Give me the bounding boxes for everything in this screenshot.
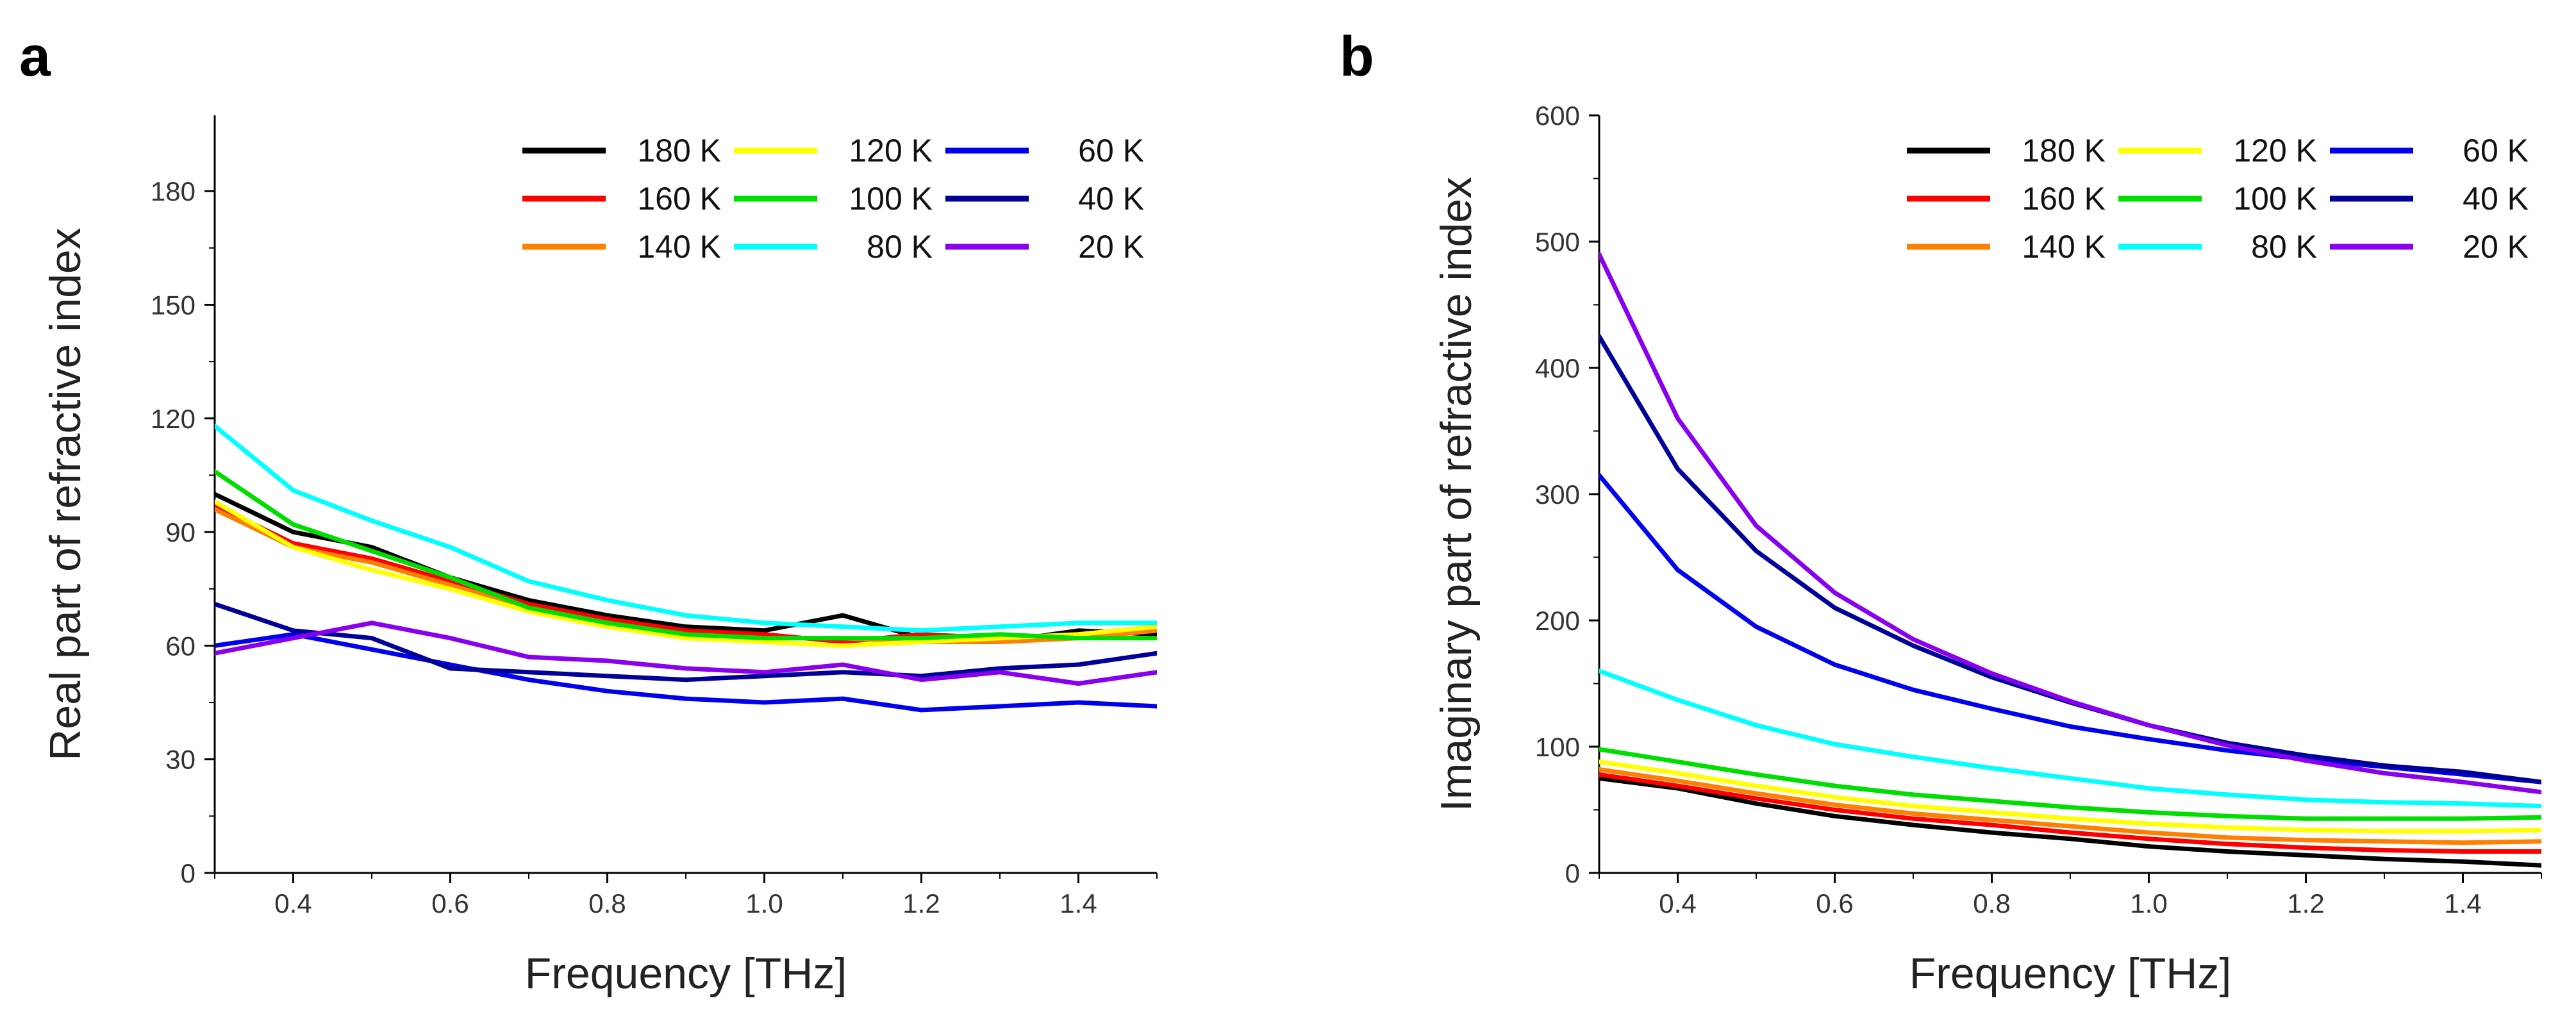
- y-tick-label: 400: [1535, 353, 1580, 383]
- legend-label: 160 K: [637, 181, 721, 217]
- x-tick-label: 1.2: [902, 888, 940, 918]
- series-line-140k: [215, 507, 1157, 644]
- legend-label: 160 K: [2022, 181, 2106, 217]
- y-tick-label: 0: [1565, 858, 1580, 888]
- y-tick-label: 0: [181, 858, 195, 888]
- series-line-180k: [1599, 776, 2541, 868]
- legend-label: 180 K: [637, 133, 721, 169]
- y-tick-label: 200: [1535, 606, 1580, 636]
- y-axis-title: Imaginary part of refractive index: [1432, 177, 1481, 811]
- legend-label: 140 K: [637, 229, 721, 265]
- y-tick-label: 90: [165, 517, 195, 547]
- x-axis-title: Frequency [THz]: [1909, 949, 2232, 998]
- x-tick-label: 0.8: [588, 888, 626, 918]
- legend-label: 60 K: [2463, 133, 2529, 169]
- legend-label: 20 K: [2463, 229, 2529, 265]
- legend-label: 140 K: [2022, 229, 2106, 265]
- series-line-80k: [1599, 668, 2541, 809]
- y-tick-label: 100: [1535, 732, 1580, 762]
- series-group: [1599, 252, 2541, 868]
- series-line-120k: [215, 499, 1157, 648]
- series-line-40k: [1599, 334, 2541, 784]
- y-tick-label: 60: [165, 631, 195, 661]
- legend-label: 40 K: [2463, 181, 2529, 217]
- series-line-20k: [1599, 252, 2541, 795]
- legend-label: 60 K: [1078, 133, 1144, 169]
- y-axis-title: Real part of refractive index: [41, 228, 90, 761]
- y-tick-label: 150: [151, 290, 195, 320]
- y-tick-label: 500: [1535, 227, 1580, 257]
- x-tick-label: 1.4: [1059, 888, 1097, 918]
- series-line-160k: [1599, 772, 2541, 854]
- legend-label: 120 K: [2233, 133, 2317, 169]
- legend: 180 K 160 K 140 K 120 K 100 K 80 K 60 K 40 K 20 …: [1907, 133, 2529, 265]
- x-tick-label: 0.4: [274, 888, 312, 918]
- legend-label: 100 K: [2233, 181, 2317, 217]
- y-tick-label: 180: [151, 176, 195, 206]
- legend-label: 100 K: [849, 181, 933, 217]
- legend-label: 20 K: [1078, 229, 1144, 265]
- legend: 180 K 160 K 140 K 120 K 100 K 80 K 60 K 40 K 20 …: [522, 133, 1144, 265]
- legend-label: 180 K: [2022, 133, 2106, 169]
- legend-label: 80 K: [2251, 229, 2317, 265]
- series-line-100k: [1599, 747, 2541, 821]
- chart-panel-b: b 0.4 0.6 0.8 1.0 1.2 1.4 0 100 200 300 400 500 600 Fr…: [1340, 24, 2542, 998]
- y-tick-label: 300: [1535, 479, 1580, 510]
- series-line-140k: [1599, 767, 2541, 845]
- series-line-40k: [215, 601, 1157, 683]
- y-tick-label: 120: [151, 404, 195, 434]
- x-tick-label: 0.6: [1816, 888, 1853, 918]
- x-tick-label: 0.6: [431, 888, 469, 918]
- series-line-60k: [215, 632, 1157, 713]
- x-tick-label: 1.0: [2130, 888, 2167, 918]
- series-line-60k: [1599, 472, 2541, 784]
- series-group: [215, 424, 1157, 713]
- x-tick-label: 1.0: [745, 888, 783, 918]
- series-line-100k: [215, 469, 1157, 641]
- series-line-20k: [215, 620, 1157, 686]
- x-tick-label: 1.4: [2444, 888, 2481, 918]
- x-tick-label: 0.8: [1973, 888, 2010, 918]
- panel-label: b: [1340, 24, 1374, 88]
- y-tick-label: 600: [1535, 101, 1580, 131]
- series-line-160k: [215, 503, 1157, 644]
- legend-label: 40 K: [1078, 181, 1144, 217]
- legend-label: 120 K: [849, 133, 933, 169]
- x-axis-title: Frequency [THz]: [525, 949, 847, 998]
- series-line-80k: [215, 424, 1157, 633]
- y-tick-label: 30: [165, 745, 195, 775]
- chart-panel-a: a 0.4 0.6 0.8 1.0 1.2 1.4 0 30 60 90 120 150 180 Frequ…: [19, 24, 1158, 998]
- panel-label: a: [19, 24, 51, 88]
- x-tick-label: 0.4: [1659, 888, 1696, 918]
- legend-label: 80 K: [867, 229, 933, 265]
- series-line-120k: [1599, 760, 2541, 834]
- x-tick-label: 1.2: [2287, 888, 2324, 918]
